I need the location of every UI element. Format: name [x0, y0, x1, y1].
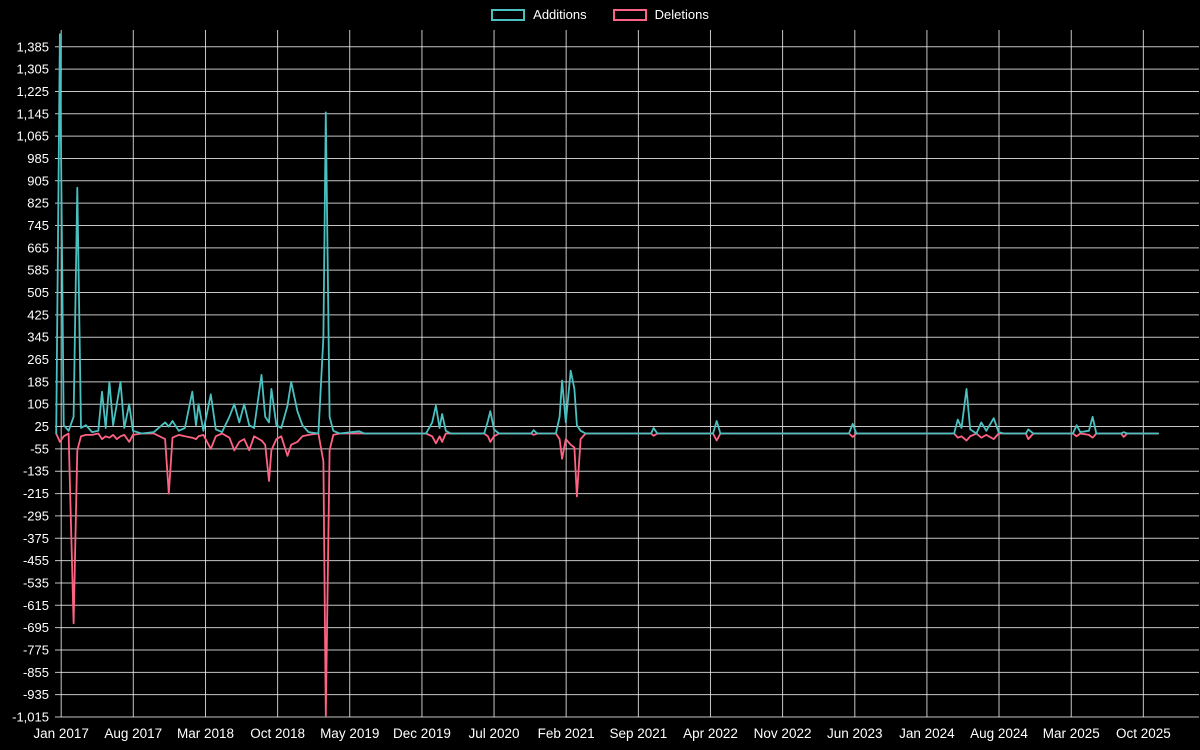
y-axis-tick-label: -455 [23, 553, 49, 568]
additions-swatch-icon [491, 8, 526, 21]
y-axis-tick-label: -695 [23, 620, 49, 635]
deletions-swatch-icon [612, 8, 647, 21]
x-axis-tick-label: Jul 2020 [469, 726, 520, 741]
x-axis-tick-label: Oct 2018 [250, 726, 305, 741]
y-axis-tick-label: 905 [27, 173, 49, 188]
y-axis-tick-label: 265 [27, 352, 49, 367]
y-axis-tick-label: -135 [23, 464, 49, 479]
x-axis-tick-label: Nov 2022 [754, 726, 812, 741]
x-axis-tick-label: May 2019 [320, 726, 379, 741]
y-axis-tick-label: 1,385 [16, 39, 49, 54]
y-axis-tick-label: 425 [27, 307, 49, 322]
x-axis-tick-label: Aug 2017 [104, 726, 162, 741]
x-axis-tick-label: Sep 2021 [609, 726, 667, 741]
y-axis-tick-label: 25 [35, 419, 49, 434]
y-axis-tick-label: 1,225 [16, 84, 49, 99]
y-axis-tick-label: 745 [27, 218, 49, 233]
y-axis-tick-label: -215 [23, 486, 49, 501]
y-axis-tick-label: 665 [27, 240, 49, 255]
x-axis-tick-label: Dec 2019 [393, 726, 451, 741]
series-line-additions [55, 33, 1160, 435]
x-axis-tick-label: Mar 2018 [177, 726, 234, 741]
y-axis-tick-label: 185 [27, 374, 49, 389]
x-axis-tick-label: Mar 2025 [1043, 726, 1100, 741]
y-axis-tick-label: -1,015 [12, 710, 49, 725]
y-axis-tick-label: 585 [27, 263, 49, 278]
y-axis-tick-label: 345 [27, 330, 49, 345]
legend-item-deletions[interactable]: Deletions [612, 7, 709, 22]
y-axis-tick-label: 505 [27, 285, 49, 300]
y-axis-tick-label: -775 [23, 642, 49, 657]
y-axis-tick-label: 1,065 [16, 129, 49, 144]
y-axis-tick-label: -855 [23, 665, 49, 680]
x-axis-tick-label: Aug 2024 [970, 726, 1028, 741]
x-axis-tick-label: Jan 2024 [899, 726, 955, 741]
x-axis-tick-label: Oct 2025 [1116, 726, 1171, 741]
y-axis-tick-label: 1,305 [16, 62, 49, 77]
y-axis-tick-label: 825 [27, 196, 49, 211]
x-axis-tick-label: Apr 2022 [683, 726, 738, 741]
x-axis-tick-label: Feb 2021 [538, 726, 595, 741]
series-line-deletions [55, 432, 1160, 717]
y-axis-tick-label: 985 [27, 151, 49, 166]
y-axis-tick-label: -295 [23, 508, 49, 523]
y-axis-tick-label: 1,145 [16, 106, 49, 121]
y-axis-tick-label: -375 [23, 531, 49, 546]
chart-legend: Additions Deletions [0, 8, 1200, 21]
x-axis-tick-label: Jan 2017 [33, 726, 89, 741]
y-axis-tick-label: -935 [23, 687, 49, 702]
y-axis-tick-label: 105 [27, 397, 49, 412]
legend-item-additions[interactable]: Additions [491, 7, 587, 22]
y-axis-tick-label: -535 [23, 575, 49, 590]
y-axis-tick-label: -615 [23, 598, 49, 613]
legend-label-deletions: Deletions [654, 7, 709, 22]
legend-label-additions: Additions [533, 7, 587, 22]
y-axis-tick-label: -55 [30, 441, 49, 456]
x-axis-tick-label: Jun 2023 [827, 726, 883, 741]
